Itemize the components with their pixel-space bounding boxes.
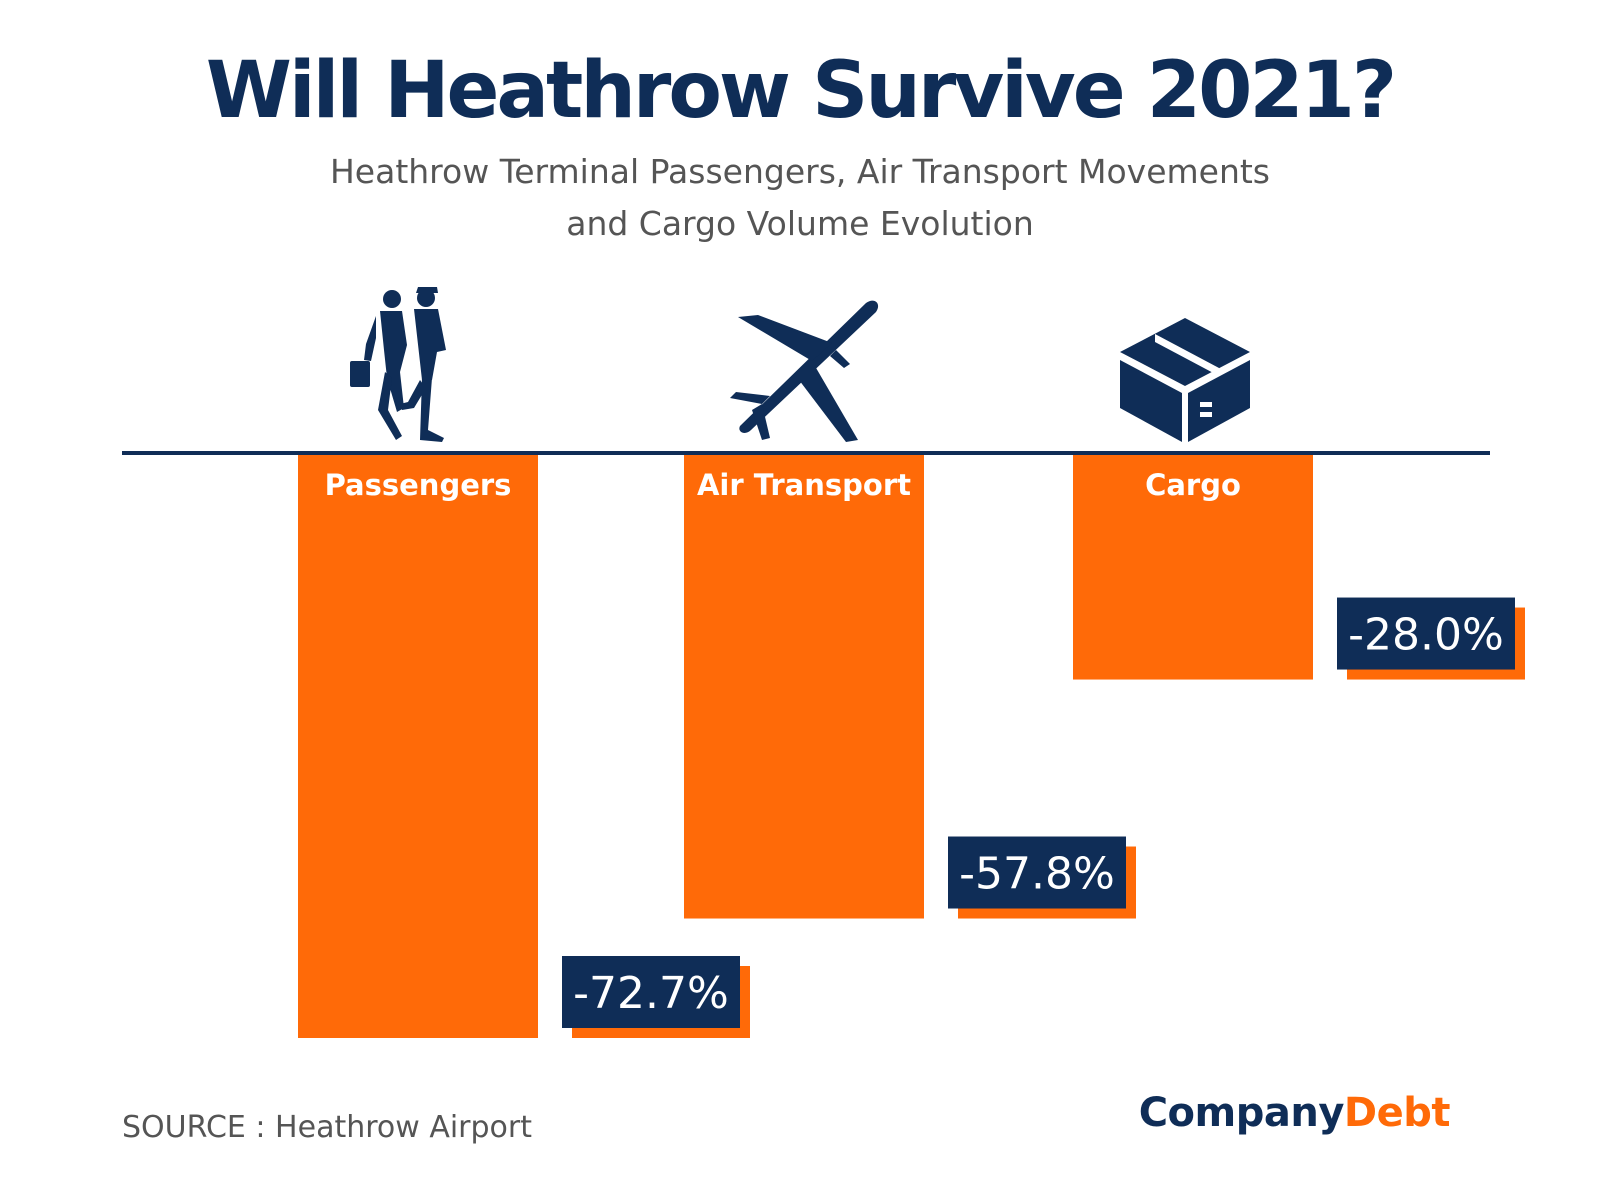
chart-subtitle: Heathrow Terminal Passengers, Air Transp…: [250, 146, 1350, 250]
value-label: -72.7%: [573, 968, 729, 1019]
category-label: Passengers: [325, 468, 512, 502]
source-note: SOURCE : Heathrow Airport: [122, 1110, 533, 1145]
category-label: Air Transport: [697, 468, 911, 502]
bar-passengers: [298, 455, 538, 1038]
brand-part-2: Debt: [1343, 1090, 1451, 1136]
people-icon: [350, 287, 446, 442]
airplane-icon: [730, 300, 879, 442]
value-label-box: [1337, 597, 1515, 670]
category-label: Cargo: [1145, 468, 1241, 502]
value-label: -28.0%: [1348, 610, 1504, 661]
bar-cargo: [1073, 455, 1313, 680]
subtitle-line-1: Heathrow Terminal Passengers, Air Transp…: [329, 152, 1271, 191]
value-label-box: [562, 956, 740, 1028]
brand-part-1: Company: [1138, 1090, 1345, 1136]
subtitle-line-2: and Cargo Volume Evolution: [566, 204, 1034, 243]
value-label-box: [948, 836, 1126, 909]
brand-logo: CompanyDebt: [1138, 1090, 1451, 1136]
chart-title: Will Heathrow Survive 2021?: [205, 46, 1397, 136]
bar-air-transport: [684, 455, 924, 919]
box-icon: [1120, 318, 1250, 442]
value-label: -57.8%: [959, 849, 1115, 900]
